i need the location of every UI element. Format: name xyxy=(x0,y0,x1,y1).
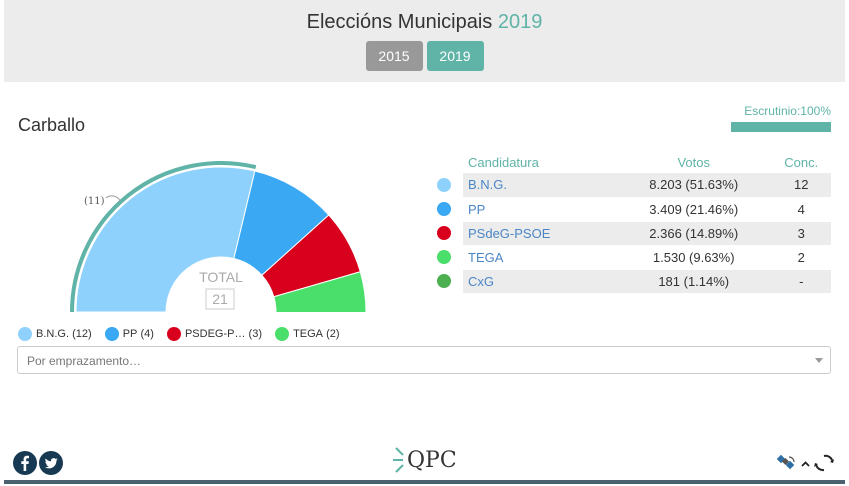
party-name[interactable]: PSdeG-PSOE xyxy=(463,221,616,246)
legend-party-name: B.N.G. xyxy=(36,328,70,340)
party-seats: 4 xyxy=(771,197,831,222)
header-votes: Votos xyxy=(677,154,710,170)
hemicycle-segments xyxy=(70,161,367,312)
satellite-icon[interactable] xyxy=(776,454,795,470)
scrutiny-label: Escrutinio:100% xyxy=(744,104,831,118)
legend-color-dot xyxy=(166,327,181,341)
social-links xyxy=(13,451,65,475)
scrutiny-progress-bar xyxy=(731,122,831,132)
qpc-logo[interactable]: QPC xyxy=(391,446,457,481)
qpc-logo-mark xyxy=(393,447,404,473)
party-color-dot xyxy=(437,274,451,288)
legend-party-name: PSDEG-P… xyxy=(184,328,246,340)
majority-marker-line xyxy=(105,195,121,203)
title-main: Eleccións Municipais xyxy=(306,11,493,33)
results-header-row: Candidatura Votos Conc. xyxy=(430,151,831,173)
legend-party-seats: (3) xyxy=(248,328,262,340)
party-seats: 3 xyxy=(771,221,831,246)
hemicycle-segment-bng[interactable] xyxy=(75,166,256,312)
table-row[interactable]: PSdeG-PSOE 2.366 (14.89%) 3 xyxy=(430,221,831,246)
table-row[interactable]: PP 3.409 (21.46%) 4 xyxy=(430,197,831,222)
party-name[interactable]: TEGA xyxy=(463,245,616,270)
municipality-name: Carballo xyxy=(18,115,86,135)
party-name[interactable]: B.N.G. xyxy=(463,173,616,198)
legend-party-name: TEGA xyxy=(293,328,324,340)
footer-divider xyxy=(4,480,845,484)
page-title: Eleccións Municipais 2019 xyxy=(4,11,845,34)
table-row[interactable]: B.N.G. 8.203 (51.63%) 12 xyxy=(430,173,831,198)
majority-label: (11) xyxy=(84,196,105,207)
total-label: TOTAL xyxy=(199,269,243,285)
logo-text: QPC xyxy=(407,448,457,473)
location-select-placeholder: Por emprazamento… xyxy=(27,354,142,368)
party-name[interactable]: PP xyxy=(463,197,616,222)
header: Eleccións Municipais 2019 2015 2019 xyxy=(4,0,845,82)
party-color-dot xyxy=(437,250,451,264)
chart-legend: B.N.G. (12) PP (4) PSDEG-P… (3) TEGA (2) xyxy=(18,327,350,341)
legend-party-name: PP xyxy=(122,328,138,340)
party-seats: 2 xyxy=(771,245,831,270)
party-votes: 2.366 (14.89%) xyxy=(615,221,772,246)
legend-color-dot xyxy=(104,327,119,341)
legend-item[interactable]: TEGA (2) xyxy=(275,327,340,341)
party-color-dot xyxy=(437,202,451,216)
total-seats-value: 21 xyxy=(212,291,228,307)
year-tab-2019[interactable]: 2019 xyxy=(426,41,484,71)
party-color-dot xyxy=(437,177,451,192)
party-votes: 181 (1.14%) xyxy=(615,269,772,294)
party-seats: - xyxy=(771,269,831,294)
legend-party-seats: (2) xyxy=(326,328,340,340)
legend-item[interactable]: PSDEG-P… (3) xyxy=(166,327,262,341)
majority-outline-arc xyxy=(70,161,257,312)
party-seats: 12 xyxy=(771,173,831,198)
location-select[interactable]: Por emprazamento… xyxy=(17,346,831,374)
header-seats: Conc. xyxy=(784,154,819,170)
legend-item[interactable]: B.N.G. (12) xyxy=(18,327,92,341)
table-row[interactable]: TEGA 1.530 (9.63%) 2 xyxy=(430,245,831,270)
party-votes: 8.203 (51.63%) xyxy=(615,173,772,198)
footer-tools xyxy=(776,451,836,480)
table-row[interactable]: CxG 181 (1.14%) - xyxy=(430,269,831,294)
chevron-down-icon xyxy=(815,358,823,363)
year-tab-2015[interactable]: 2015 xyxy=(365,41,423,71)
legend-color-dot xyxy=(18,327,32,341)
legend-party-seats: (12) xyxy=(72,328,92,340)
legend-color-dot xyxy=(275,327,290,341)
party-name[interactable]: CxG xyxy=(463,269,616,294)
scrutiny-progress-fill xyxy=(731,122,831,132)
year-tabs: 2015 2019 xyxy=(4,41,845,71)
twitter-icon[interactable] xyxy=(39,451,63,475)
legend-party-seats: (4) xyxy=(140,328,154,340)
legend-item[interactable]: PP (4) xyxy=(104,327,154,341)
header-candidate: Candidatura xyxy=(468,154,539,170)
refresh-icon[interactable] xyxy=(814,454,834,472)
party-votes: 3.409 (21.46%) xyxy=(615,197,772,222)
total-seats-box xyxy=(205,288,235,310)
title-year: 2019 xyxy=(497,11,543,33)
party-votes: 1.530 (9.63%) xyxy=(615,245,772,270)
seats-hemicycle-chart: (11) TOTAL 21 xyxy=(70,161,367,312)
party-color-dot xyxy=(437,226,451,240)
facebook-icon[interactable] xyxy=(13,451,37,475)
hemicycle-segment-tega[interactable] xyxy=(273,271,367,312)
chevron-up-icon[interactable] xyxy=(801,461,810,467)
results-table: Candidatura Votos Conc. B.N.G. 8.203 (51… xyxy=(430,151,831,294)
